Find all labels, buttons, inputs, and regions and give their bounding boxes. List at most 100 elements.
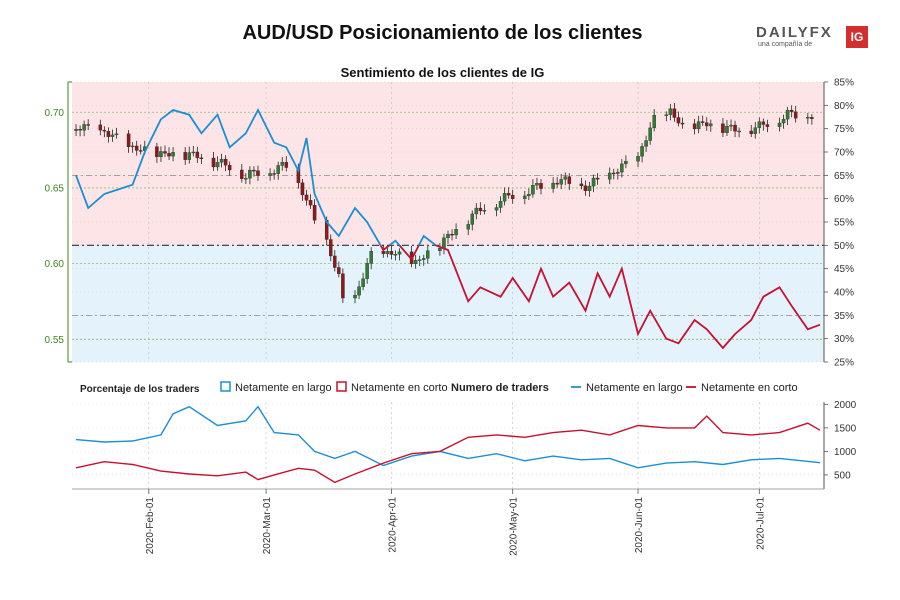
candle-body [700,121,705,123]
candle-body [664,114,669,116]
candle-body [725,126,729,133]
candle-body [82,124,86,131]
candle-body [138,150,143,152]
candle-body [312,204,317,221]
candle-body [272,173,276,175]
x-tick-label: 2020-Jul-01 [755,497,766,550]
candle-body [498,201,503,208]
candle-body [749,130,753,134]
candle-body [539,183,543,189]
percent-tick-label: 50% [834,241,854,252]
legend-title-percentage: Porcentaje de los traders [80,384,200,395]
long-zone-background [72,245,824,362]
legend-label-long-count: Netamente en largo [586,382,683,394]
candle-body [523,195,527,199]
candle-body [74,129,78,131]
x-tick-label: 2020-May-01 [509,497,520,556]
candle-body [696,121,701,130]
candle-body [527,193,531,197]
candle-body [227,165,232,171]
price-tick-label: 0.70 [45,108,65,119]
candle-body [559,179,563,185]
count-tick-label: 500 [834,470,851,481]
candle-body [110,134,115,137]
candle-body [640,146,644,157]
candle-body [421,258,426,260]
candle-body [276,165,280,174]
candle-body [280,161,284,166]
candle-body [777,122,782,127]
candle-body [454,229,458,236]
candle-body [692,123,697,130]
candle-body [531,185,535,195]
candle-body [474,207,479,215]
candle-body [450,234,454,236]
candle-body [244,178,248,180]
percent-tick-label: 75% [834,124,854,135]
candle-body [329,239,333,257]
net-short-count-line [75,415,821,484]
candle-body [680,122,685,125]
candle-body [155,146,159,158]
percent-tick-label: 70% [834,148,854,159]
candle-body [191,151,196,154]
candle-body [535,183,539,186]
candle-body [163,151,167,154]
candle-body [466,224,470,230]
count-tick-label: 1500 [834,423,857,434]
candle-body [551,182,555,189]
candle-body [563,176,567,180]
candle-body [211,157,216,168]
candle-body [300,182,305,196]
percent-tick-label: 45% [834,264,854,275]
x-tick-label: 2020-Feb-01 [145,497,156,555]
candle-body [616,171,620,174]
legend-label-short: Netamente en corto [351,382,448,394]
candle-body [134,145,139,151]
candle-body [510,194,515,199]
candle-body [806,117,810,119]
legend-swatch-short-box [336,381,347,392]
candle-body [470,213,475,225]
candle-body [353,295,357,299]
candle-body [668,108,673,115]
candle-body [252,169,256,172]
candle-body [652,115,656,129]
candle-body [102,129,107,132]
candle-body [215,162,220,168]
candle-body [333,255,337,268]
x-tick-label: 2020-Mar-01 [262,497,273,555]
short-zone-background [72,82,824,246]
candle-body [381,251,386,254]
candle-body [644,140,648,147]
count-tick-label: 2000 [834,400,857,411]
candle-body [709,123,713,127]
candle-body [442,237,446,249]
dailyfx-logo[interactable]: DAILYFX una compañía de IG [756,24,868,50]
candle-body [506,193,511,196]
candle-body [417,259,422,261]
candle-body [555,182,559,185]
candle-body [781,118,786,124]
price-tick-label: 0.60 [45,259,65,270]
logo-wordmark: DAILYFX [756,24,833,41]
candle-body [187,152,191,160]
candle-body [183,152,187,160]
candle-body [86,124,90,126]
legend-title-number: Numero de traders [451,382,549,394]
legend-label-long: Netamente en largo [235,382,332,394]
net-long-sentiment-line [75,108,439,246]
candle-body [78,129,82,131]
page-title: AUD/USD Posicionamiento de los clientes [242,22,643,44]
candle-body [607,172,612,180]
candle-body [341,273,345,299]
legend-swatch-long-box [220,381,231,392]
candle-body [106,131,111,137]
percent-tick-label: 55% [834,218,854,229]
candlestick-series [74,102,814,304]
candle-body [369,251,373,264]
candle-body [672,108,677,118]
candle-body [620,163,624,173]
price-tick-label: 0.55 [45,335,65,346]
